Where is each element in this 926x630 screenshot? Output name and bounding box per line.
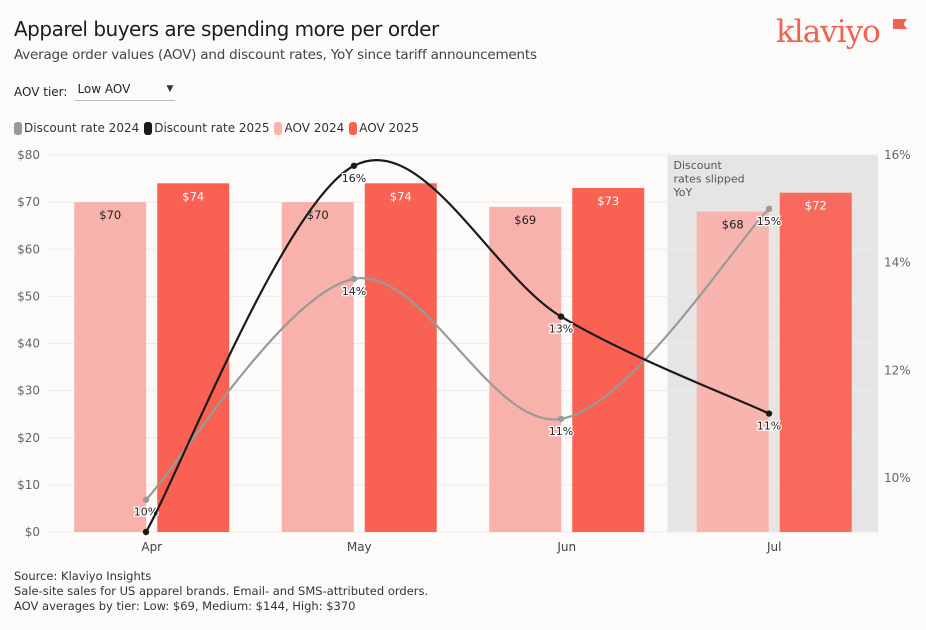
x-tick-label: May: [347, 540, 372, 554]
legend-swatch: [349, 121, 358, 135]
y-left-tick-label: $80: [17, 148, 40, 162]
line-data-label: 11%: [549, 425, 573, 438]
chart-subtitle: Average order values (AOV) and discount …: [14, 47, 537, 63]
y-left-tick-label: $60: [17, 242, 40, 256]
legend-label: Discount rate 2024: [24, 121, 140, 135]
line-point: [765, 410, 773, 417]
y-right-tick-label: 10%: [884, 471, 911, 485]
line-data-label: 16%: [342, 172, 366, 185]
y-left-tick-label: $10: [17, 478, 40, 492]
line-discount-rate-2024: [145, 208, 770, 501]
bar-data-label: $74: [390, 189, 412, 203]
legend-swatch: [274, 121, 283, 135]
bar-data-label: $68: [722, 218, 744, 232]
line-data-label: 14%: [342, 285, 366, 298]
annotation-text: Discount: [674, 159, 723, 172]
annotation-text: rates slipped: [674, 173, 745, 186]
line-point: [142, 496, 150, 503]
legend-item-aov-2025[interactable]: AOV 2025: [349, 121, 419, 135]
bar-data-label: $70: [99, 208, 121, 222]
bar-aov-2024: [74, 202, 147, 532]
x-tick-label: Apr: [141, 540, 162, 554]
line-data-label: 10%: [134, 506, 158, 519]
bar-aov-2025: [157, 183, 230, 532]
bar-aov-2024: [696, 211, 769, 533]
y-right-tick-label: 14%: [884, 256, 911, 270]
bar-data-label: $73: [597, 194, 619, 208]
legend-item-discount-2025[interactable]: Discount rate 2025: [144, 121, 269, 135]
source-note: Source: Klaviyo Insights: [14, 569, 152, 583]
legend-label: AOV 2024: [284, 121, 345, 135]
legend-item-aov-2024[interactable]: AOV 2024: [274, 121, 344, 135]
legend-swatch: [144, 121, 153, 135]
line-point: [557, 415, 565, 423]
chart-title: Apparel buyers are spending more per ord…: [14, 17, 439, 41]
y-left-tick-label: $70: [17, 195, 40, 209]
legend-label: AOV 2025: [359, 121, 420, 135]
legend-item-discount-2024[interactable]: Discount rate 2024: [14, 121, 139, 135]
footnote: AOV averages by tier: Low: $69, Medium: …: [14, 599, 356, 613]
aov-tier-select[interactable]: Low AOV ▼: [75, 82, 176, 101]
y-left-tick-label: $30: [17, 384, 40, 398]
footnote: Sale-site sales for US apparel brands. E…: [14, 584, 429, 598]
bar-aov-2025: [572, 187, 645, 533]
y-right-tick-label: 16%: [884, 148, 911, 162]
bar-aov-2024: [489, 206, 562, 532]
x-tick-label: Jun: [556, 540, 576, 554]
line-point: [350, 162, 358, 169]
aov-tier-filter: AOV tier: Low AOV ▼: [14, 82, 176, 101]
line-data-label: 13%: [549, 323, 573, 336]
aov-tier-value: Low AOV: [77, 82, 131, 96]
line-point: [557, 313, 565, 320]
y-left-tick-label: $0: [25, 525, 40, 539]
y-left-tick-label: $20: [17, 431, 40, 445]
y-left-tick-label: $40: [17, 337, 40, 351]
bar-data-label: $69: [514, 213, 536, 227]
legend-swatch: [14, 121, 22, 135]
line-point: [142, 528, 150, 536]
y-left-tick-label: $50: [17, 289, 40, 303]
line-data-label: 15%: [757, 215, 781, 228]
footer: Source: Klaviyo Insights Sale-site sales…: [14, 569, 428, 614]
bar-data-label: $74: [182, 189, 204, 203]
klaviyo-logo: klaviyo: [776, 14, 881, 50]
legend-label: Discount rate 2025: [154, 121, 270, 135]
bar-aov-2025: [779, 192, 852, 532]
line-point: [350, 275, 358, 283]
line-data-label: 11%: [757, 420, 781, 433]
line-point: [765, 205, 773, 213]
line-discount-rate-2025: [145, 159, 770, 533]
aov-tier-label: AOV tier:: [14, 84, 68, 99]
bar-aov-2025: [364, 183, 437, 532]
annotation-text: YoY: [673, 186, 693, 199]
bar-data-label: $72: [805, 199, 827, 213]
bar-data-label: $70: [307, 208, 329, 222]
y-right-tick-label: 12%: [884, 363, 911, 377]
bar-aov-2024: [281, 202, 354, 532]
legend: Discount rate 2024 Discount rate 2025 AO…: [14, 121, 419, 135]
chevron-down-icon: ▼: [166, 84, 174, 94]
x-tick-label: Jul: [766, 540, 781, 554]
logo-flag-icon: [893, 19, 907, 29]
